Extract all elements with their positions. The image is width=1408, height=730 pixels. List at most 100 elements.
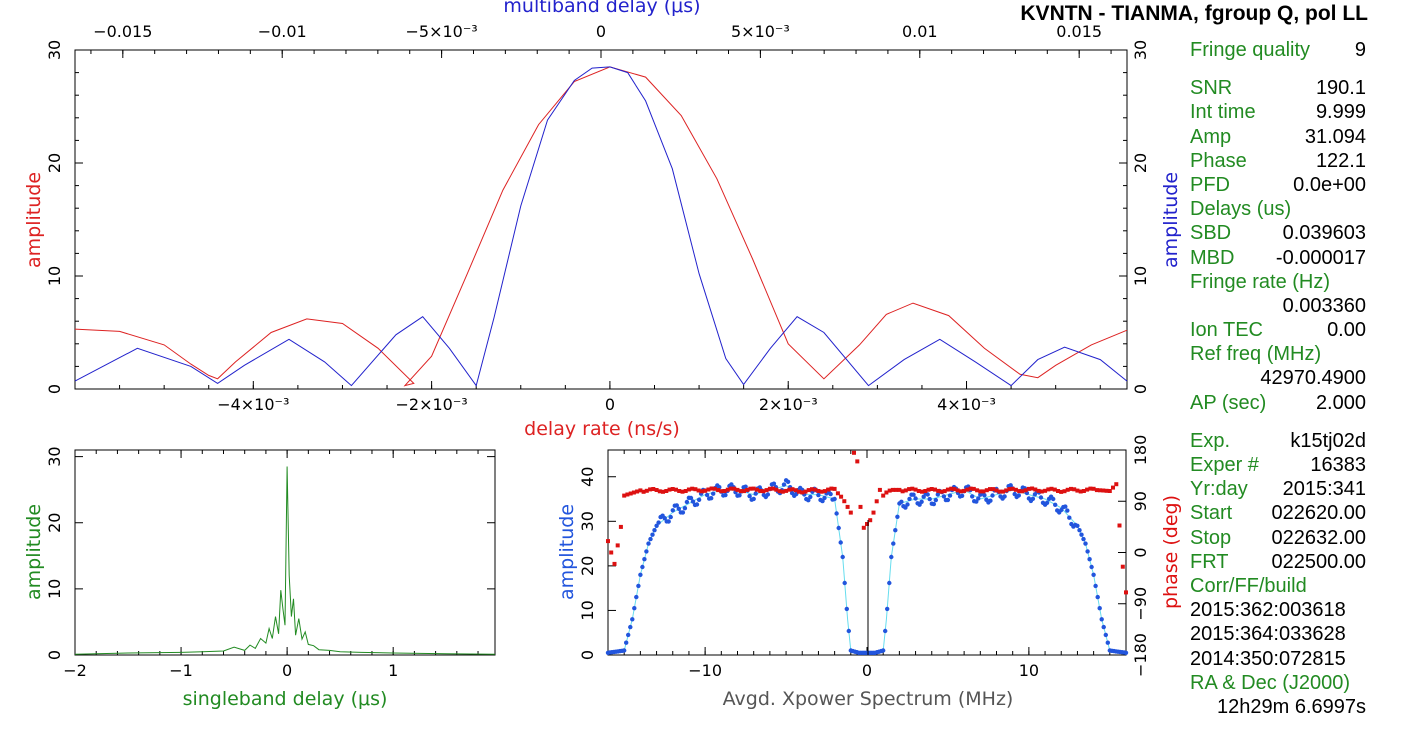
fringe-rate-row: Fringe rate (Hz) [1186, 270, 1366, 294]
phase-point [988, 487, 992, 492]
phase-point [751, 486, 756, 491]
phase-point [729, 486, 733, 491]
phase-point [887, 488, 892, 493]
phase-point [683, 489, 688, 493]
phase-point [958, 489, 963, 494]
phase-point [877, 487, 882, 492]
xpower-chart: −10 0 10 0 10 20 30 40 −180 −90 0 90 180 Avgd. Xpowe… [556, 435, 1182, 710]
build-row: Corr/FF/build [1186, 574, 1366, 598]
phase-point [654, 488, 659, 492]
amplitude-point [1044, 500, 1050, 505]
phase-point [771, 486, 776, 491]
build1-row: 2015:362:003618 [1186, 598, 1366, 622]
amplitude-point [844, 606, 849, 612]
top-xtick-label-top: 0.015 [1056, 22, 1102, 41]
xps-ytick-label-right: −90 [1131, 587, 1150, 621]
phase-point [1026, 486, 1031, 491]
top-ytick-label-left: 10 [45, 266, 64, 286]
phase-point [923, 489, 928, 493]
stop-row: Stop 022632.00 [1186, 526, 1366, 550]
ref-freq-value: 42970.4900 [1260, 367, 1366, 390]
phase-point [1101, 488, 1106, 493]
fringe-quality-row: Fringe quality 9 [1186, 38, 1366, 62]
amplitude-point [1016, 493, 1021, 498]
phase-point [622, 493, 627, 498]
amplitude-point [895, 514, 900, 519]
radec-label: RA & Dec (J2000) [1190, 671, 1351, 694]
delays-row: Delays (us) [1186, 197, 1366, 221]
amplitude-point [1030, 496, 1036, 501]
phase-point [816, 489, 821, 493]
phase-point [1094, 488, 1099, 493]
phase-point [861, 525, 866, 530]
sbd-xtick-label: −2 [63, 661, 87, 680]
phase-point [1062, 489, 1067, 494]
amplitude-point [662, 516, 667, 521]
phase-point [965, 487, 970, 492]
amplitude-point [694, 502, 700, 507]
top-xtick-label-top: 0.01 [902, 22, 938, 41]
phase-point [832, 486, 837, 491]
phase-point [635, 489, 640, 494]
exp-value: k15tj02d [1290, 429, 1366, 452]
top-left-ylabel: amplitude [23, 172, 45, 268]
phase-point [754, 487, 759, 492]
phase-point [638, 488, 643, 493]
phase-point [939, 489, 944, 494]
phase-point [984, 488, 989, 493]
ap-row: AP (sec) 2.000 [1186, 391, 1366, 415]
phase-point [625, 492, 630, 497]
phase-point [784, 488, 789, 493]
xpower-right-ylabel: phase (deg) [1160, 495, 1182, 609]
fringe-info-panel: Fringe quality 9 SNR 190.1 Int time 9.999 A… [1186, 38, 1366, 719]
amplitude-point [1075, 523, 1080, 528]
amplitude-point [840, 554, 845, 560]
amplitude-point [646, 541, 651, 546]
phase-point [1017, 489, 1022, 494]
phase-point [699, 489, 704, 494]
snr-value: 190.1 [1315, 77, 1366, 100]
phase-point [848, 510, 853, 515]
phase-point [674, 487, 678, 492]
xps-ytick-label-left: 20 [578, 556, 597, 576]
fringe-rate-value: 0.003360 [1282, 294, 1366, 317]
top-xtick-label-bottom: −2×10⁻³ [396, 395, 468, 414]
phase-point [742, 489, 746, 494]
phase-point [651, 487, 656, 491]
plot-title: KVNTN - TIANMA, fgroup Q, pol LL [1020, 2, 1368, 25]
amplitude-point [690, 499, 696, 504]
amplitude-point [632, 606, 637, 611]
mbd-row: MBD -0.000017 [1186, 246, 1366, 270]
int-time-label: Int time [1190, 101, 1256, 124]
amplitude-point [666, 519, 671, 524]
snr-row: SNR 190.1 [1186, 76, 1366, 100]
amplitude-point [743, 484, 748, 489]
phase-point [1007, 487, 1012, 492]
amplitude-point [806, 498, 811, 503]
amplitude-point [650, 532, 655, 537]
amplitude-point [834, 511, 839, 516]
amplitude-point [1079, 532, 1084, 537]
amplitude-point [838, 540, 843, 545]
amplitude-point [771, 481, 777, 486]
phase-point [897, 487, 902, 492]
amplitude-point [630, 617, 635, 622]
amplitude-point [634, 594, 639, 600]
phase-point [787, 487, 792, 492]
yrday-label: Yr:day [1190, 478, 1248, 501]
amplitude-point [765, 492, 771, 497]
amplitude-point [893, 528, 898, 533]
amplitude-point [1085, 549, 1090, 554]
ion-tec-value: 0.00 [1327, 319, 1366, 342]
start-value: 022620.00 [1271, 502, 1366, 525]
phase-point [933, 487, 937, 492]
xps-ytick-label-right: 0 [1131, 547, 1150, 557]
phase-point [949, 486, 954, 491]
amplitude-point [624, 640, 629, 645]
radec-row: RA & Dec (J2000) [1186, 671, 1366, 695]
phase-point [916, 489, 921, 493]
ref-freq-label: Ref freq (MHz) [1190, 343, 1322, 366]
phase-point [1039, 489, 1044, 494]
amplitude-point [905, 502, 910, 507]
phase-point [874, 499, 879, 504]
